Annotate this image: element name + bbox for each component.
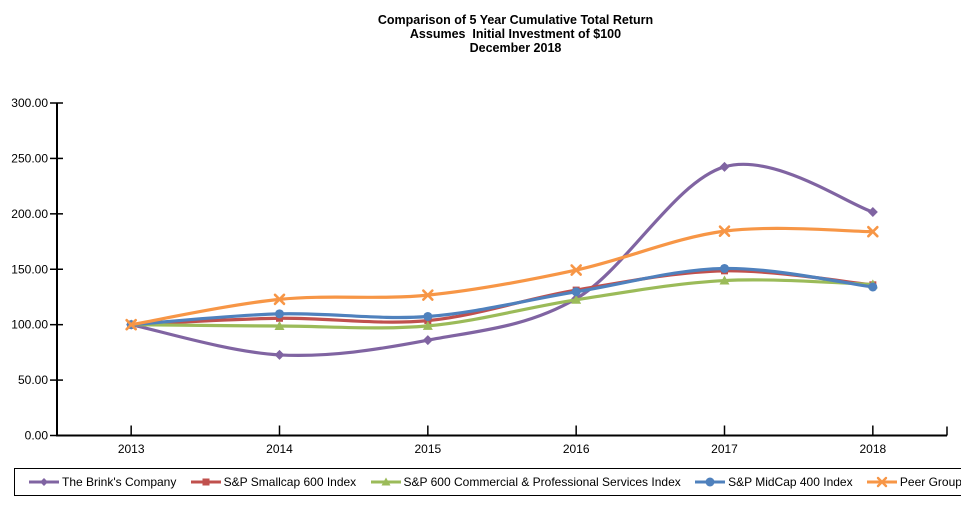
legend: The Brink's Company S&P Smallcap 600 Inde…: [14, 468, 961, 496]
y-axis-tick-label: 250.00: [11, 151, 48, 165]
series-marker-the-brink-s-company: [274, 349, 285, 360]
series-marker-peer-group: [867, 225, 879, 238]
x-axis-tick-label: 2017: [711, 442, 738, 456]
series-marker-peer-group: [718, 225, 731, 237]
series-marker-s-p-600-commercial-professional-services-index: [719, 275, 730, 285]
series-marker-peer-group: [570, 264, 582, 276]
chart-title-line-2: Assumes Initial Investment of $100: [409, 27, 622, 41]
series-marker-s-p-midcap-400-index: [275, 309, 284, 319]
legend-label: The Brink's Company: [62, 475, 177, 489]
legend-item-peer-group: Peer Group: [866, 475, 961, 489]
series-marker-the-brink-s-company: [867, 207, 878, 218]
legend-item-s-p-600-commercial-professional-services-index: S&P 600 Commercial & Professional Servic…: [370, 475, 681, 489]
series-marker-peer-group: [273, 293, 286, 306]
series-marker-s-p-midcap-400-index: [720, 263, 729, 273]
legend-label: S&P MidCap 400 Index: [728, 475, 853, 489]
series-line-s-p-midcap-400-index: [129, 266, 875, 327]
x-axis-tick-label: 2016: [563, 442, 590, 456]
legend-label: Peer Group: [899, 475, 961, 489]
series-marker-s-p-600-commercial-professional-services-index: [422, 320, 433, 330]
circle-marker-icon: [695, 477, 726, 487]
series-marker-s-p-midcap-400-index: [868, 282, 878, 292]
series-marker-peer-group: [422, 289, 434, 301]
square-marker-icon: [190, 478, 221, 486]
series-marker-s-p-midcap-400-index: [571, 287, 581, 297]
series-marker-the-brink-s-company: [422, 335, 433, 346]
series-line-s-p-600-commercial-professional-services-index: [129, 278, 875, 330]
x-axis-tick-label: 2015: [414, 442, 441, 456]
series-marker-s-p-midcap-400-index: [423, 311, 433, 321]
y-axis-tick-label: 150.00: [11, 262, 48, 276]
legend-item-s-p-smallcap-600-index: S&P Smallcap 600 Index: [190, 475, 357, 489]
legend-label: S&P Smallcap 600 Index: [223, 475, 357, 489]
triangle-marker-icon: [370, 477, 401, 486]
legend-item-the-brink-s-company: The Brink's Company: [28, 475, 176, 489]
series-line-the-brink-s-company: [129, 162, 875, 357]
x-axis-tick-label: 2018: [859, 442, 886, 456]
x-axis-tick-label: 2014: [266, 442, 293, 456]
legend-item-s-p-midcap-400-index: S&P MidCap 400 Index: [694, 475, 853, 489]
chart-title-line-1: Comparison of 5 Year Cumulative Total Re…: [377, 13, 654, 27]
legend-label: S&P 600 Commercial & Professional Servic…: [403, 475, 681, 489]
series-marker-s-p-600-commercial-professional-services-index: [274, 321, 285, 331]
series-marker-the-brink-s-company: [719, 161, 730, 172]
chart-title: Comparison of 5 Year Cumulative Total Re…: [70, 13, 961, 55]
chart-title-line-3: December 2018: [469, 41, 562, 55]
x-axis-tick-label: 2013: [118, 442, 145, 456]
line-chart-plot-area: 0.00 50.00 100.00 150.00 200.00 250.00 300.00 2…: [11, 96, 948, 456]
y-axis-tick-label: 0.00: [25, 429, 49, 443]
y-axis-tick-label: 100.00: [11, 318, 48, 332]
y-axis-tick-label: 50.00: [18, 373, 48, 387]
y-axis-tick-label: 200.00: [11, 207, 48, 221]
series-marker-peer-group: [125, 318, 137, 331]
x-cross-marker-icon: [866, 476, 897, 488]
diamond-marker-icon: [29, 478, 59, 486]
y-axis-tick-label: 300.00: [11, 96, 48, 110]
series-line-peer-group: [129, 226, 875, 327]
series-marker-s-p-600-commercial-professional-services-index: [571, 294, 582, 304]
